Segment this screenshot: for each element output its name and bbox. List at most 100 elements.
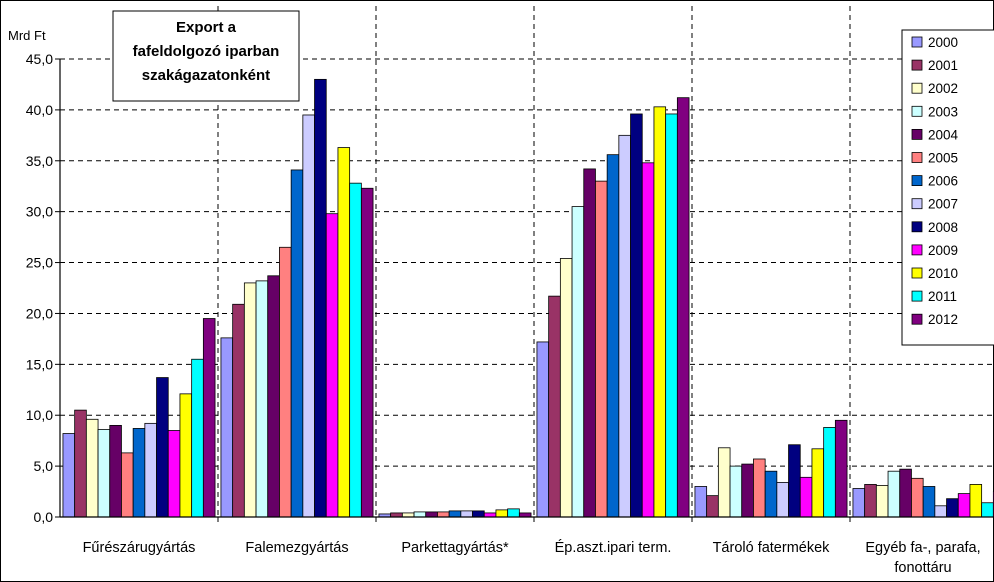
y-tick-label: 30,0 (26, 204, 53, 220)
bar-2006-cat-4 (764, 470, 778, 518)
bar-2002-cat-5 (875, 485, 889, 518)
bar-2010-cat-5 (969, 484, 983, 518)
bar-2009-cat-3 (641, 162, 655, 518)
category-label: fonottáru (894, 560, 951, 576)
bar-2002-cat-0 (85, 418, 99, 518)
legend-label-2006: 2006 (928, 174, 958, 189)
legend-label-2004: 2004 (928, 127, 959, 142)
bar-2007-cat-5 (934, 505, 947, 518)
bar-2010-cat-3 (653, 106, 667, 518)
bar-2001-cat-3 (548, 295, 561, 518)
legend-swatch-2005 (911, 152, 923, 163)
bar-2001-cat-5 (864, 484, 877, 518)
bar-2000-cat-1 (220, 337, 234, 518)
bar-2011-cat-2 (507, 508, 520, 518)
bar-2006-cat-2 (448, 510, 462, 518)
legend-swatch-2004 (911, 128, 923, 140)
category-label: Parkettagyártás* (401, 540, 509, 556)
bar-2005-cat-0 (121, 452, 134, 518)
bar-2005-cat-4 (753, 458, 766, 518)
legend-label-2011: 2011 (928, 289, 957, 304)
bar-2005-cat-2 (437, 511, 450, 518)
bar-2007-cat-0 (144, 422, 157, 518)
legend-swatch-2008 (911, 221, 923, 233)
bar-2003-cat-2 (413, 511, 427, 518)
y-axis-unit-label: Mrd Ft (8, 28, 46, 43)
bar-2007-cat-3 (618, 134, 631, 518)
bar-2009-cat-2 (483, 512, 497, 518)
bar-2004-cat-5 (899, 468, 912, 518)
chart-title-line: Export a (176, 19, 237, 36)
y-tick-label: 15,0 (26, 356, 53, 372)
gridlines (55, 6, 994, 518)
bar-2001-cat-0 (74, 409, 87, 518)
bar-2007-cat-2 (460, 510, 473, 518)
bar-2003-cat-4 (729, 465, 743, 518)
bar-2012-cat-0 (202, 318, 216, 518)
bar-2008-cat-5 (946, 498, 959, 518)
bar-2008-cat-1 (314, 78, 327, 518)
bar-2000-cat-4 (694, 486, 708, 518)
legend-label-2010: 2010 (928, 266, 958, 281)
y-tick-label: 20,0 (26, 305, 53, 321)
bar-2012-cat-2 (518, 512, 532, 518)
bar-2003-cat-0 (97, 429, 111, 518)
bar-2004-cat-4 (741, 463, 754, 518)
legend-swatch-2007 (911, 198, 923, 210)
legend-swatch-2006 (911, 175, 923, 187)
bar-2006-cat-3 (606, 154, 620, 518)
bar-2006-cat-5 (922, 486, 936, 518)
legend-swatch-2011 (911, 290, 923, 302)
bar-2005-cat-3 (595, 180, 608, 518)
y-tick-label: 45,0 (26, 51, 53, 67)
bar-2011-cat-4 (823, 427, 836, 518)
y-tick-labels: 0,0 5,0 10,0 15,0 20,0 25,0 30,0 35,0 40,0 45,0 (26, 51, 53, 525)
y-tick-label: 35,0 (26, 153, 53, 169)
bar-2010-cat-4 (811, 448, 825, 518)
category-label: Egyéb fa-, parafa, (865, 540, 980, 556)
bar-2008-cat-0 (156, 377, 169, 518)
chart-title-line: szakágazatonként (142, 67, 270, 84)
bars (62, 78, 994, 518)
bar-2009-cat-4 (799, 476, 813, 518)
bar-2008-cat-2 (472, 510, 485, 518)
y-tick-label: 10,0 (26, 407, 53, 423)
bar-2004-cat-0 (109, 424, 122, 518)
bar-2009-cat-1 (325, 213, 339, 518)
bar-2001-cat-1 (232, 303, 245, 518)
legend: 2000 2001 2002 2003 2004 2005 2006 2007 2008 2009… (901, 29, 994, 346)
category-label: Tároló fatermékek (713, 540, 831, 556)
category-labels: Fűrészárugyártás Falemezgyártás Parkettagy… (83, 539, 981, 576)
bar-2004-cat-1 (267, 275, 280, 518)
bar-2011-cat-3 (665, 113, 678, 518)
title-box-border (112, 10, 300, 102)
bar-2004-cat-2 (425, 511, 438, 518)
bar-2001-cat-2 (390, 512, 403, 518)
legend-swatch-2003 (911, 105, 923, 117)
category-label: Fűrészárugyártás (83, 540, 196, 556)
bar-2004-cat-3 (583, 168, 596, 518)
bar-2002-cat-1 (243, 282, 257, 518)
legend-swatch-2000 (911, 36, 923, 48)
bar-2003-cat-1 (255, 280, 269, 518)
bar-2002-cat-4 (717, 447, 731, 518)
legend-label-2001: 2001 (928, 58, 958, 73)
chart-title-line: fafeldolgozó iparban (133, 43, 280, 60)
bar-2012-cat-4 (834, 419, 848, 518)
legend-swatch-2012 (911, 313, 923, 325)
legend-swatch-2001 (911, 59, 923, 71)
bar-2006-cat-0 (132, 428, 146, 518)
y-tick-label: 25,0 (26, 255, 53, 271)
axes (59, 59, 994, 522)
bar-2005-cat-5 (911, 477, 924, 518)
legend-label-2005: 2005 (928, 151, 958, 166)
bar-2000-cat-5 (852, 488, 866, 518)
bar-2006-cat-1 (290, 169, 304, 518)
bar-2010-cat-1 (337, 147, 351, 518)
y-tick-label: 5,0 (34, 458, 54, 474)
bar-2011-cat-0 (191, 358, 204, 518)
bar-2008-cat-3 (630, 113, 643, 518)
y-tick-label: 40,0 (26, 102, 53, 118)
legend-label-2002: 2002 (928, 81, 958, 96)
bar-2012-cat-3 (676, 97, 690, 518)
